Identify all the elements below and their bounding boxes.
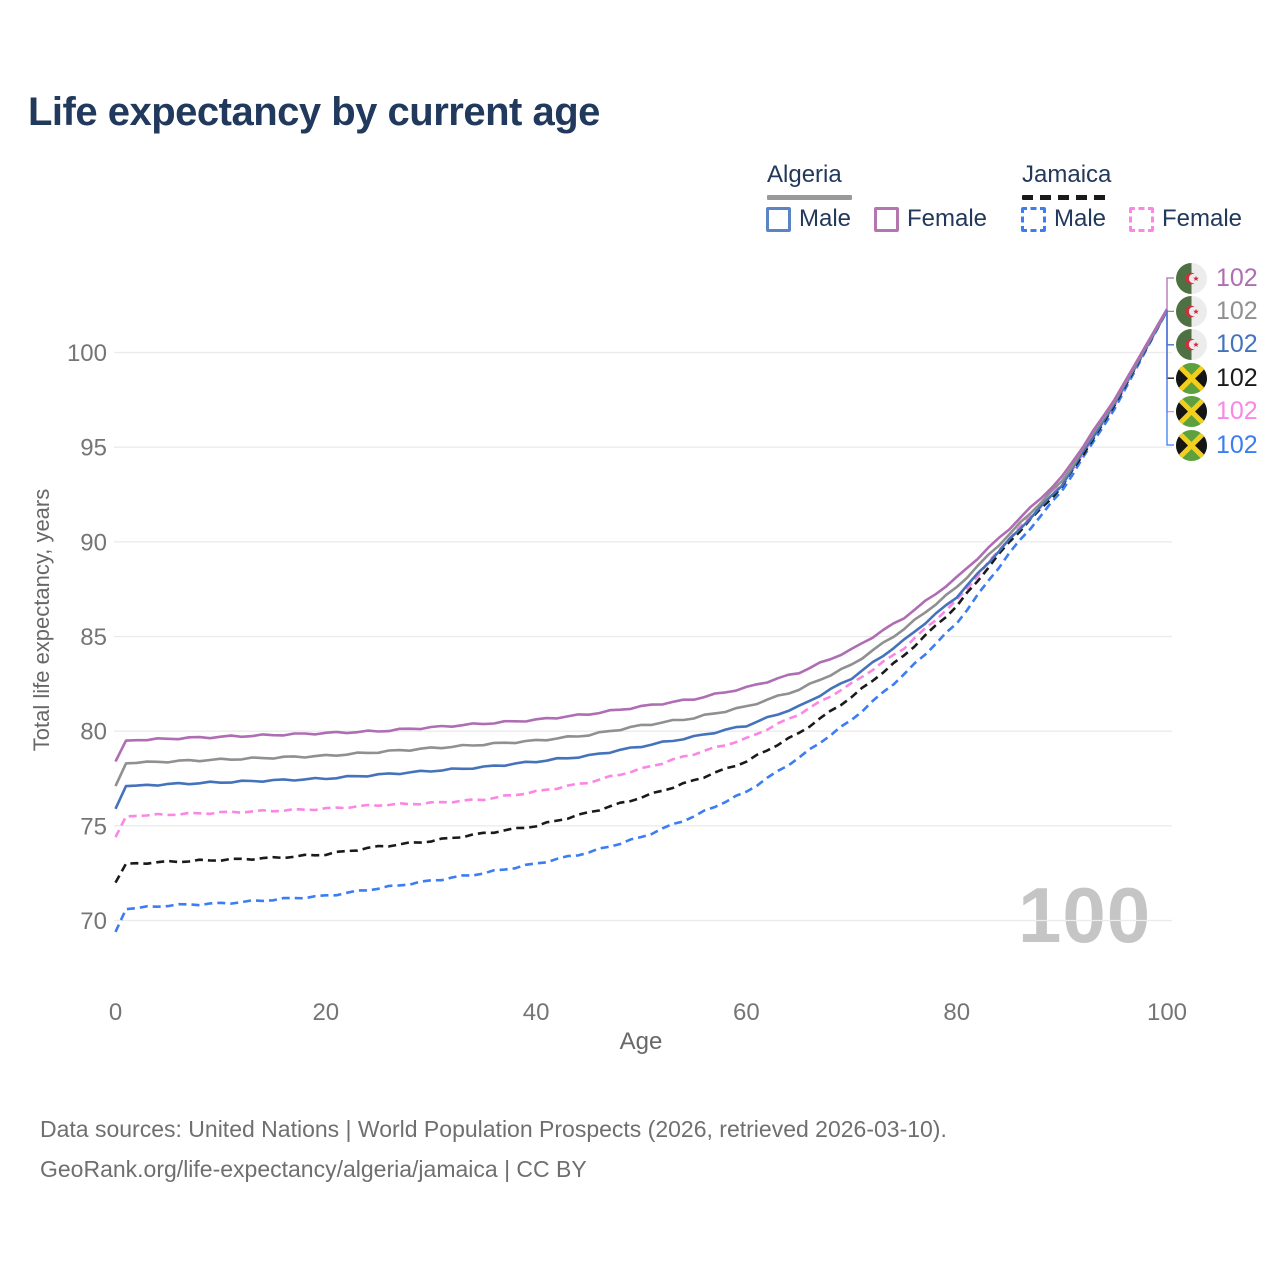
end-label-algeria: 102 xyxy=(1176,295,1258,327)
page-title: Life expectancy by current age xyxy=(28,90,600,134)
legend-label-algeria-female: Female xyxy=(907,205,988,232)
legend-label-jamaica-male: Male xyxy=(1054,205,1107,232)
algeria-flag-icon xyxy=(1176,295,1207,327)
end-label-jamaica-male: 102 xyxy=(1176,429,1258,461)
end-label-jamaica-female: 102 xyxy=(1176,396,1258,428)
legend-country-jamaica[interactable]: Jamaica xyxy=(1022,161,1112,188)
jamaica-line-swatch xyxy=(1022,195,1112,200)
end-value-jamaica: 102 xyxy=(1216,363,1258,392)
legend-group-algeria[interactable]: Algeria xyxy=(767,161,852,200)
y-tick-75: 75 xyxy=(80,813,107,840)
end-connector-algeria-female xyxy=(1166,277,1174,309)
x-tick-40: 40 xyxy=(523,999,550,1026)
series-line-jamaica-male[interactable] xyxy=(114,310,1169,933)
x-axis-title: Age xyxy=(619,1028,663,1055)
legend-label-algeria-male: Male xyxy=(799,205,852,232)
y-axis-title: Total life expectancy, years xyxy=(29,488,54,752)
legend-item-jamaica-female[interactable]: Female xyxy=(1129,205,1243,232)
series-line-jamaica[interactable] xyxy=(114,310,1169,884)
y-tick-95: 95 xyxy=(80,435,107,462)
x-tick-20: 20 xyxy=(312,999,339,1026)
series-line-algeria[interactable] xyxy=(114,309,1169,787)
end-label-algeria-male: 102 xyxy=(1176,329,1258,361)
x-tick-80: 80 xyxy=(943,999,970,1026)
x-tick-60: 60 xyxy=(733,999,760,1026)
algeria-line-swatch xyxy=(767,195,852,200)
y-tick-80: 80 xyxy=(80,719,107,746)
legend-country-algeria[interactable]: Algeria xyxy=(767,161,842,188)
end-connector-algeria-male xyxy=(1166,310,1174,346)
jamaica-flag-icon xyxy=(1176,429,1207,461)
x-tick-100: 100 xyxy=(1147,999,1187,1026)
end-label-jamaica: 102 xyxy=(1176,362,1258,394)
series-line-algeria-female[interactable] xyxy=(114,308,1169,763)
footer-attribution: GeoRank.org/life-expectancy/algeria/jama… xyxy=(40,1156,587,1182)
legend-item-algeria-female[interactable]: Female xyxy=(874,205,988,232)
jamaica-female-swatch[interactable] xyxy=(1129,206,1154,232)
legend-item-algeria-male[interactable]: Male xyxy=(766,205,852,232)
end-value-jamaica-female: 102 xyxy=(1216,397,1258,426)
algeria-flag-icon xyxy=(1176,262,1207,294)
end-value-algeria: 102 xyxy=(1216,296,1258,325)
y-tick-100: 100 xyxy=(67,340,107,367)
end-connector-jamaica-male xyxy=(1166,310,1174,446)
algeria-flag-icon xyxy=(1176,329,1207,361)
series-line-algeria-male[interactable] xyxy=(114,310,1169,810)
footer-sources: Data sources: United Nations | World Pop… xyxy=(40,1116,947,1142)
end-value-algeria-female: 102 xyxy=(1216,263,1258,292)
y-tick-90: 90 xyxy=(80,529,107,556)
end-value-jamaica-male: 102 xyxy=(1216,430,1258,459)
end-value-algeria-male: 102 xyxy=(1216,330,1258,359)
y-tick-70: 70 xyxy=(80,908,107,935)
end-label-algeria-female: 102 xyxy=(1176,262,1258,294)
jamaica-flag-icon xyxy=(1176,396,1207,428)
legend-item-jamaica-male[interactable]: Male xyxy=(1021,205,1107,232)
algeria-female-swatch[interactable] xyxy=(874,206,899,232)
jamaica-flag-icon xyxy=(1176,362,1207,394)
end-connector-jamaica-female xyxy=(1166,310,1174,413)
legend-label-jamaica-female: Female xyxy=(1162,205,1243,232)
algeria-male-swatch[interactable] xyxy=(766,206,791,232)
footer: Data sources: United Nations | World Pop… xyxy=(40,1109,947,1189)
age-watermark: 100 xyxy=(1018,871,1152,959)
y-tick-85: 85 xyxy=(80,624,107,651)
x-tick-0: 0 xyxy=(109,999,122,1026)
legend-group-jamaica[interactable]: Jamaica xyxy=(1022,161,1112,200)
jamaica-male-swatch[interactable] xyxy=(1021,206,1046,232)
